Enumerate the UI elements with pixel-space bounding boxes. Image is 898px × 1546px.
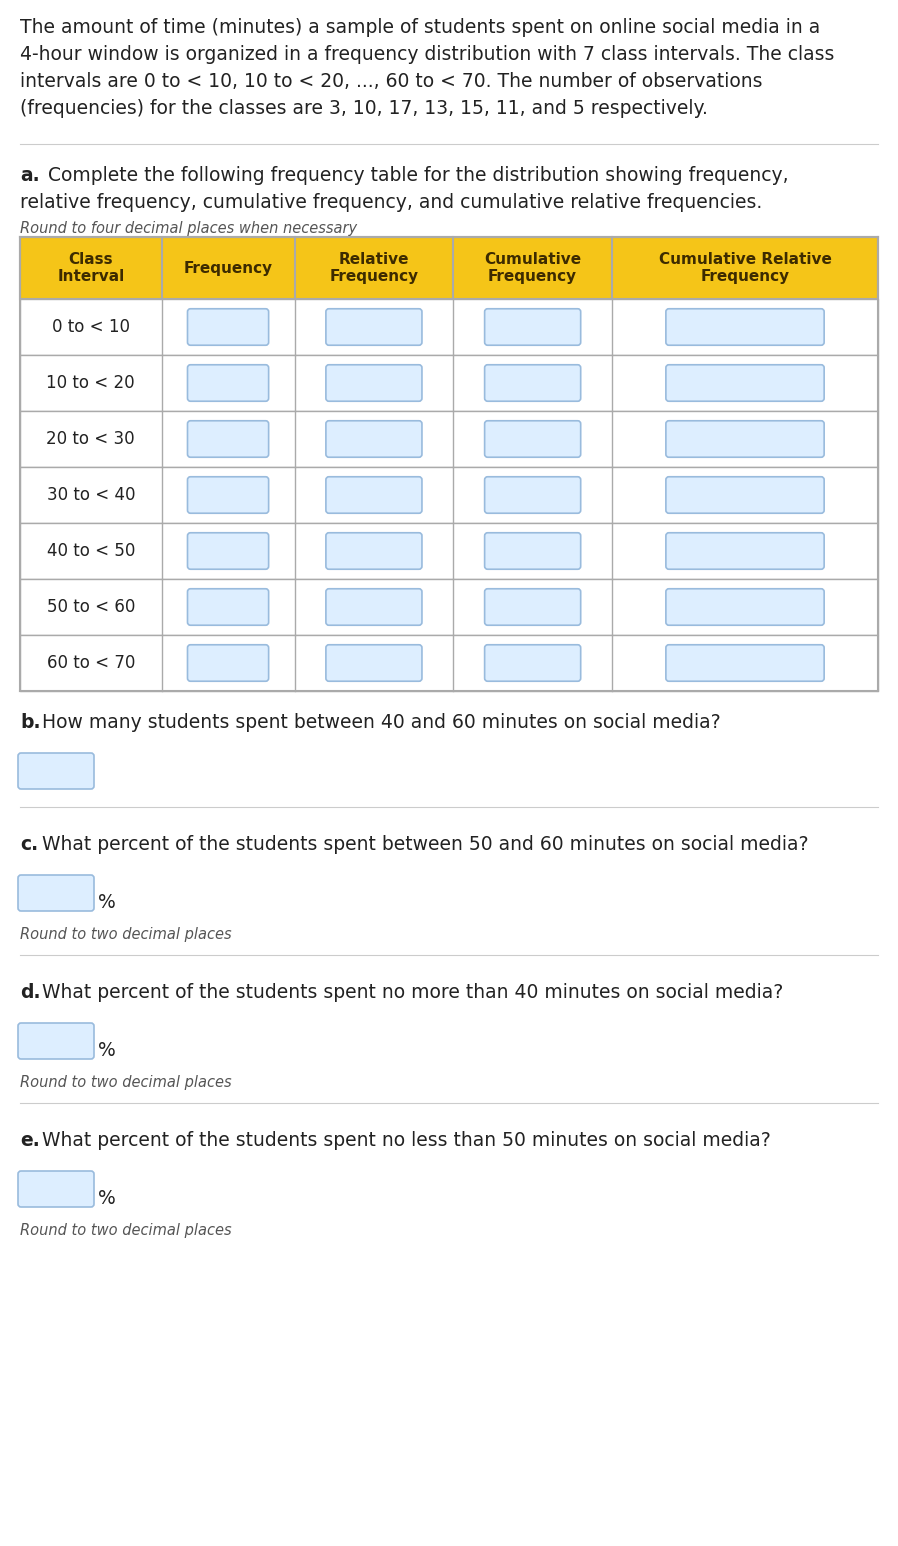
Text: (frequencies) for the classes are 3, 10, 17, 13, 15, 11, and 5 respectively.: (frequencies) for the classes are 3, 10,… xyxy=(20,99,708,117)
FancyBboxPatch shape xyxy=(485,476,581,513)
FancyBboxPatch shape xyxy=(666,421,824,458)
FancyBboxPatch shape xyxy=(666,533,824,569)
FancyBboxPatch shape xyxy=(18,875,94,911)
Bar xyxy=(20,580,878,635)
FancyBboxPatch shape xyxy=(666,589,824,625)
FancyBboxPatch shape xyxy=(188,476,269,513)
FancyBboxPatch shape xyxy=(18,1170,94,1207)
Text: c.: c. xyxy=(20,835,38,853)
Text: %: % xyxy=(98,1189,116,1207)
FancyBboxPatch shape xyxy=(326,533,422,569)
Text: 60 to < 70: 60 to < 70 xyxy=(47,654,135,673)
FancyBboxPatch shape xyxy=(666,476,824,513)
Text: Round to two decimal places: Round to two decimal places xyxy=(20,928,232,942)
Text: How many students spent between 40 and 60 minutes on social media?: How many students spent between 40 and 6… xyxy=(42,713,720,731)
Text: The amount of time (minutes) a sample of students spent on online social media i: The amount of time (minutes) a sample of… xyxy=(20,19,820,37)
Bar xyxy=(20,298,878,356)
FancyBboxPatch shape xyxy=(188,365,269,402)
Text: Frequency: Frequency xyxy=(183,260,273,275)
Text: Round to two decimal places: Round to two decimal places xyxy=(20,1074,232,1090)
FancyBboxPatch shape xyxy=(18,1023,94,1059)
Text: 30 to < 40: 30 to < 40 xyxy=(47,485,135,504)
FancyBboxPatch shape xyxy=(188,533,269,569)
FancyBboxPatch shape xyxy=(326,421,422,458)
Text: Round to four decimal places when necessary: Round to four decimal places when necess… xyxy=(20,221,357,237)
Text: 20 to < 30: 20 to < 30 xyxy=(47,430,135,448)
Text: intervals are 0 to < 10, 10 to < 20, ..., 60 to < 70. The number of observations: intervals are 0 to < 10, 10 to < 20, ...… xyxy=(20,73,762,91)
Text: 40 to < 50: 40 to < 50 xyxy=(47,543,135,560)
FancyBboxPatch shape xyxy=(188,309,269,345)
Text: Cumulative
Frequency: Cumulative Frequency xyxy=(484,252,581,284)
FancyBboxPatch shape xyxy=(666,365,824,402)
FancyBboxPatch shape xyxy=(326,365,422,402)
Text: Round to two decimal places: Round to two decimal places xyxy=(20,1223,232,1238)
FancyBboxPatch shape xyxy=(485,421,581,458)
Text: What percent of the students spent no more than 40 minutes on social media?: What percent of the students spent no mo… xyxy=(42,983,783,1002)
FancyBboxPatch shape xyxy=(18,753,94,788)
Text: a.: a. xyxy=(20,165,40,186)
Text: Complete the following frequency table for the distribution showing frequency,: Complete the following frequency table f… xyxy=(42,165,788,186)
FancyBboxPatch shape xyxy=(188,645,269,682)
Text: e.: e. xyxy=(20,1132,40,1150)
FancyBboxPatch shape xyxy=(666,309,824,345)
FancyBboxPatch shape xyxy=(188,421,269,458)
Text: 0 to < 10: 0 to < 10 xyxy=(52,318,130,335)
Text: 4-hour window is organized in a frequency distribution with 7 class intervals. T: 4-hour window is organized in a frequenc… xyxy=(20,45,834,63)
Text: %: % xyxy=(98,894,116,912)
Text: %: % xyxy=(98,1040,116,1061)
FancyBboxPatch shape xyxy=(666,645,824,682)
Bar xyxy=(20,411,878,467)
Text: relative frequency, cumulative frequency, and cumulative relative frequencies.: relative frequency, cumulative frequency… xyxy=(20,193,762,212)
FancyBboxPatch shape xyxy=(485,365,581,402)
Text: Class
Interval: Class Interval xyxy=(57,252,125,284)
Text: b.: b. xyxy=(20,713,40,731)
Bar xyxy=(20,356,878,411)
FancyBboxPatch shape xyxy=(326,645,422,682)
Text: What percent of the students spent no less than 50 minutes on social media?: What percent of the students spent no le… xyxy=(42,1132,770,1150)
Bar xyxy=(20,237,878,298)
FancyBboxPatch shape xyxy=(326,589,422,625)
FancyBboxPatch shape xyxy=(188,589,269,625)
FancyBboxPatch shape xyxy=(485,589,581,625)
FancyBboxPatch shape xyxy=(326,476,422,513)
FancyBboxPatch shape xyxy=(485,533,581,569)
Text: 50 to < 60: 50 to < 60 xyxy=(47,598,135,615)
Text: What percent of the students spent between 50 and 60 minutes on social media?: What percent of the students spent betwe… xyxy=(42,835,808,853)
Text: d.: d. xyxy=(20,983,40,1002)
Text: 10 to < 20: 10 to < 20 xyxy=(47,374,135,393)
FancyBboxPatch shape xyxy=(326,309,422,345)
Bar xyxy=(20,467,878,523)
Bar xyxy=(20,523,878,580)
Text: Cumulative Relative
Frequency: Cumulative Relative Frequency xyxy=(658,252,832,284)
Bar xyxy=(20,635,878,691)
FancyBboxPatch shape xyxy=(485,309,581,345)
Text: Relative
Frequency: Relative Frequency xyxy=(330,252,418,284)
FancyBboxPatch shape xyxy=(485,645,581,682)
